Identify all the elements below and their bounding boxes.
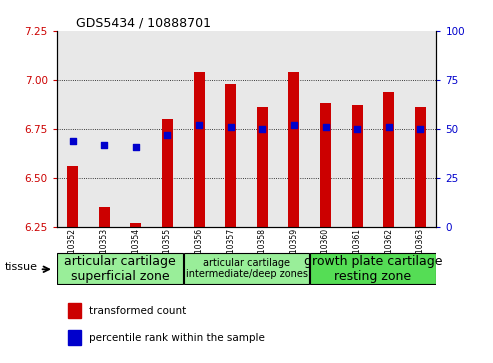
Text: tissue: tissue — [4, 262, 37, 272]
Bar — [162, 119, 173, 227]
Bar — [405, 31, 436, 227]
Bar — [152, 31, 183, 227]
Bar — [384, 91, 394, 227]
Point — [321, 124, 329, 130]
Point — [290, 122, 298, 128]
Bar — [57, 31, 88, 227]
Bar — [120, 31, 152, 227]
Point — [227, 124, 235, 130]
Bar — [194, 72, 205, 227]
Point — [100, 142, 108, 147]
Bar — [310, 31, 341, 227]
Bar — [278, 31, 310, 227]
Text: percentile rank within the sample: percentile rank within the sample — [89, 333, 265, 343]
Text: articular cartilage
superficial zone: articular cartilage superficial zone — [64, 254, 176, 283]
Text: transformed count: transformed count — [89, 306, 186, 316]
Point — [195, 122, 203, 128]
Bar — [415, 107, 426, 227]
Text: GDS5434 / 10888701: GDS5434 / 10888701 — [76, 17, 211, 30]
Point — [385, 124, 393, 130]
Point — [164, 132, 172, 138]
Bar — [257, 107, 268, 227]
Text: growth plate cartilage
resting zone: growth plate cartilage resting zone — [304, 254, 442, 283]
Point — [353, 126, 361, 132]
Bar — [225, 84, 236, 227]
Bar — [341, 31, 373, 227]
Bar — [88, 31, 120, 227]
Bar — [373, 31, 405, 227]
Bar — [68, 330, 81, 345]
Bar — [352, 105, 363, 227]
Bar — [246, 31, 278, 227]
Point — [258, 126, 266, 132]
Bar — [320, 103, 331, 227]
Bar — [184, 253, 309, 284]
Bar — [288, 72, 299, 227]
Bar — [311, 253, 436, 284]
Bar — [68, 303, 81, 318]
Point — [69, 138, 76, 143]
Point — [132, 144, 140, 150]
Bar — [57, 253, 182, 284]
Bar — [215, 31, 246, 227]
Point — [417, 126, 424, 132]
Bar — [130, 223, 141, 227]
Bar — [67, 166, 78, 227]
Bar — [99, 207, 109, 227]
Text: articular cartilage
intermediate/deep zones: articular cartilage intermediate/deep zo… — [185, 258, 308, 280]
Bar — [183, 31, 215, 227]
